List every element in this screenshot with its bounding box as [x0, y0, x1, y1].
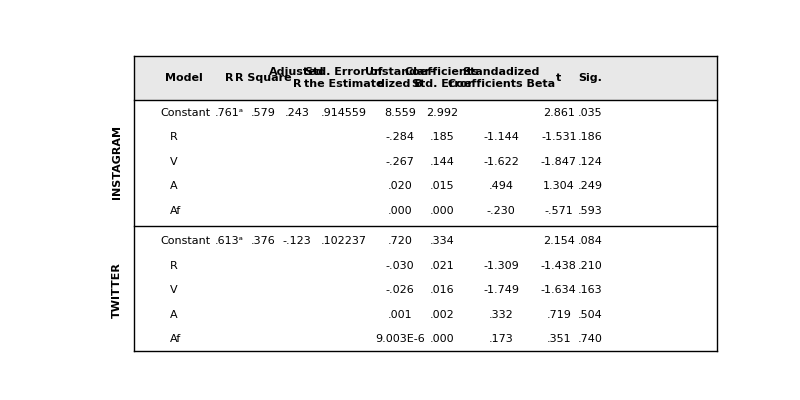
Text: V: V [170, 285, 177, 295]
Text: Sig.: Sig. [578, 73, 602, 83]
Text: Adjusted
R: Adjusted R [270, 67, 325, 89]
Text: 2.861: 2.861 [543, 108, 574, 118]
Text: 9.003E-6: 9.003E-6 [375, 334, 425, 344]
Text: R: R [170, 132, 177, 142]
Text: A: A [170, 310, 177, 320]
Text: -.284: -.284 [386, 132, 414, 142]
Text: -1.622: -1.622 [483, 156, 519, 166]
Text: .186: .186 [578, 132, 602, 142]
Text: .000: .000 [388, 206, 412, 216]
Text: .494: .494 [489, 181, 514, 191]
Text: .504: .504 [578, 310, 602, 320]
Text: .351: .351 [546, 334, 571, 344]
Text: .740: .740 [578, 334, 602, 344]
Text: V: V [170, 156, 177, 166]
Text: .000: .000 [430, 206, 454, 216]
Text: .124: .124 [578, 156, 602, 166]
Text: .249: .249 [578, 181, 602, 191]
Text: Constant: Constant [161, 236, 211, 246]
Text: Coefficients
Std. Error: Coefficients Std. Error [405, 67, 479, 89]
Text: .593: .593 [578, 206, 602, 216]
Text: Af: Af [170, 334, 181, 344]
Text: .000: .000 [430, 334, 454, 344]
Text: .084: .084 [578, 236, 602, 246]
Text: 2.992: 2.992 [426, 108, 458, 118]
FancyBboxPatch shape [134, 56, 717, 100]
Text: 1.304: 1.304 [543, 181, 574, 191]
Text: R: R [225, 73, 234, 83]
Text: Af: Af [170, 206, 181, 216]
Text: .243: .243 [285, 108, 310, 118]
Text: Unstandar-
dized B: Unstandar- dized B [366, 67, 435, 89]
Text: -1.144: -1.144 [483, 132, 519, 142]
Text: .035: .035 [578, 108, 602, 118]
Text: R Square: R Square [234, 73, 291, 83]
Text: .720: .720 [388, 236, 413, 246]
Text: Std. Error of
the Estimate: Std. Error of the Estimate [304, 67, 383, 89]
Text: .334: .334 [430, 236, 454, 246]
Text: .761ᵃ: .761ᵃ [214, 108, 243, 118]
Text: -.571: -.571 [545, 206, 573, 216]
Text: .376: .376 [250, 236, 275, 246]
Text: .015: .015 [430, 181, 454, 191]
Text: .102237: .102237 [321, 236, 366, 246]
Text: -.267: -.267 [386, 156, 414, 166]
Text: .914559: .914559 [321, 108, 366, 118]
Text: -1.847: -1.847 [541, 156, 577, 166]
Text: Constant: Constant [161, 108, 211, 118]
Text: .021: .021 [430, 261, 454, 271]
Text: -1.531: -1.531 [541, 132, 577, 142]
Text: TWITTER: TWITTER [112, 262, 122, 318]
Text: .579: .579 [250, 108, 275, 118]
Text: .016: .016 [430, 285, 454, 295]
Text: 2.154: 2.154 [543, 236, 574, 246]
Text: t: t [556, 73, 562, 83]
Text: Model: Model [165, 73, 202, 83]
Text: -.026: -.026 [386, 285, 414, 295]
Text: .001: .001 [388, 310, 412, 320]
Text: Standadized
Coefficients Beta: Standadized Coefficients Beta [447, 67, 554, 89]
Text: .719: .719 [546, 310, 571, 320]
Text: -1.438: -1.438 [541, 261, 577, 271]
Text: 8.559: 8.559 [384, 108, 416, 118]
Text: .163: .163 [578, 285, 602, 295]
Text: .020: .020 [388, 181, 413, 191]
Text: .185: .185 [430, 132, 454, 142]
Text: -.230: -.230 [486, 206, 515, 216]
Text: -1.749: -1.749 [483, 285, 519, 295]
Text: -.030: -.030 [386, 261, 414, 271]
Text: -1.634: -1.634 [541, 285, 577, 295]
Text: .173: .173 [489, 334, 514, 344]
Text: .332: .332 [489, 310, 514, 320]
Text: INSTAGRAM: INSTAGRAM [112, 124, 122, 198]
Text: .144: .144 [430, 156, 454, 166]
Text: R: R [170, 261, 177, 271]
Text: A: A [170, 181, 177, 191]
Text: .210: .210 [578, 261, 602, 271]
Text: -1.309: -1.309 [483, 261, 519, 271]
Text: .613ᵃ: .613ᵃ [214, 236, 243, 246]
Text: -.123: -.123 [282, 236, 311, 246]
Text: .002: .002 [430, 310, 454, 320]
